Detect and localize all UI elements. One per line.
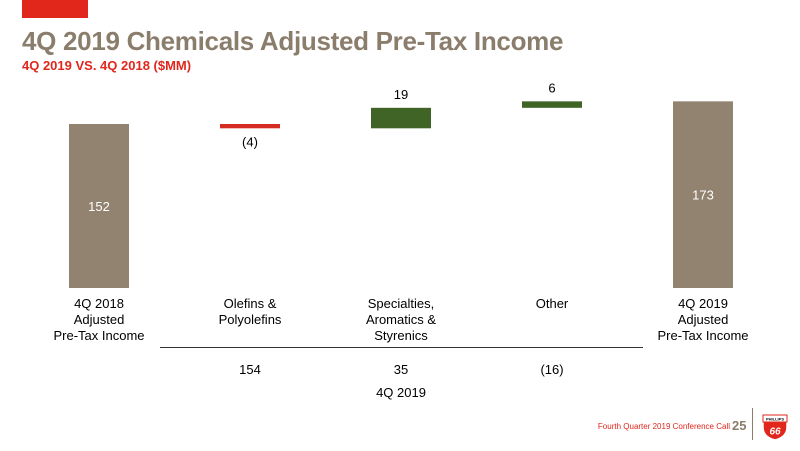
quarter-value: 154 <box>239 362 261 377</box>
page-number: 25 <box>732 418 747 433</box>
quarter-label: 4Q 2019 <box>376 385 426 400</box>
bar-value-label: 19 <box>394 87 408 102</box>
top-accent-bar <box>22 0 88 18</box>
footer-divider <box>752 408 753 440</box>
category-label: Aromatics & <box>366 312 436 327</box>
category-label: Pre-Tax Income <box>657 328 748 343</box>
total-bar <box>69 124 129 288</box>
decrease-bar <box>220 124 280 129</box>
increase-bar <box>522 101 582 108</box>
bar-value-label: (4) <box>242 134 258 149</box>
quarter-value: 35 <box>394 362 408 377</box>
phillips-66-logo: PHILLIPS 66 <box>762 414 788 441</box>
category-label: Pre-Tax Income <box>53 328 144 343</box>
category-label: Styrenics <box>374 328 428 343</box>
category-label: Adjusted <box>678 312 729 327</box>
category-label: Polyolefins <box>219 312 282 327</box>
bar-value-label: 173 <box>692 188 714 203</box>
quarter-value: (16) <box>540 362 563 377</box>
page-title: 4Q 2019 Chemicals Adjusted Pre-Tax Incom… <box>22 26 564 56</box>
category-label: Olefins & <box>224 296 277 311</box>
page-subtitle: 4Q 2019 VS. 4Q 2018 ($MM) <box>22 58 192 73</box>
category-label: Other <box>536 296 569 311</box>
category-label: Adjusted <box>74 312 125 327</box>
total-bar <box>673 101 733 288</box>
category-label: 4Q 2019 <box>678 296 728 311</box>
svg-text:PHILLIPS: PHILLIPS <box>766 416 784 421</box>
svg-text:66: 66 <box>769 427 781 438</box>
category-label: 4Q 2018 <box>74 296 124 311</box>
footer-text: Fourth Quarter 2019 Conference Call <box>597 422 730 431</box>
bar-value-label: 152 <box>88 199 110 214</box>
increase-bar <box>371 107 431 129</box>
bar-value-label: 6 <box>548 80 555 95</box>
category-label: Specialties, <box>368 296 434 311</box>
